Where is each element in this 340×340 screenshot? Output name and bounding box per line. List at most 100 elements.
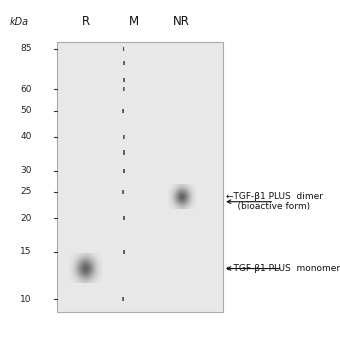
Bar — [123, 78, 125, 82]
Bar — [122, 109, 123, 113]
Bar — [122, 109, 124, 113]
Bar — [123, 61, 124, 65]
Bar — [122, 297, 123, 301]
Bar — [122, 109, 124, 113]
Bar — [123, 190, 124, 194]
Bar — [124, 250, 125, 254]
Bar — [124, 169, 125, 173]
Bar — [124, 151, 125, 155]
Bar — [123, 87, 124, 91]
Bar — [123, 250, 124, 254]
Bar — [122, 297, 124, 301]
Bar — [122, 47, 124, 51]
Bar — [123, 87, 124, 91]
Bar — [124, 169, 125, 173]
Bar — [123, 216, 124, 220]
Bar — [123, 87, 124, 91]
Bar — [124, 78, 125, 82]
Bar — [124, 250, 125, 254]
Bar — [123, 190, 124, 194]
Bar — [123, 250, 125, 254]
Bar — [123, 135, 124, 139]
Bar — [122, 297, 124, 301]
Bar — [123, 87, 124, 91]
Bar — [122, 190, 123, 194]
Bar — [123, 169, 124, 173]
Bar — [123, 297, 124, 301]
Bar — [123, 250, 124, 254]
Bar — [124, 216, 125, 220]
Bar — [124, 61, 125, 65]
Bar — [123, 190, 124, 194]
Bar — [124, 78, 125, 82]
Bar — [124, 250, 125, 254]
Bar — [124, 151, 125, 155]
Bar — [123, 135, 124, 139]
Bar — [123, 109, 124, 113]
Bar — [123, 78, 124, 82]
Bar — [124, 151, 125, 155]
Bar — [123, 47, 124, 51]
Bar — [124, 216, 125, 220]
Bar — [124, 151, 125, 155]
Bar — [123, 151, 124, 155]
Bar — [123, 297, 124, 301]
Bar — [123, 151, 124, 155]
Bar — [122, 190, 123, 194]
Bar — [124, 151, 125, 155]
Bar — [122, 47, 123, 51]
Bar — [123, 135, 124, 139]
Bar — [123, 151, 124, 155]
Bar — [124, 78, 125, 82]
Bar — [123, 297, 124, 301]
Bar — [123, 250, 124, 254]
Bar — [124, 169, 125, 173]
Bar — [123, 250, 124, 254]
Bar — [124, 216, 125, 220]
Bar — [123, 109, 124, 113]
Bar — [123, 47, 124, 51]
Text: kDa: kDa — [10, 17, 29, 27]
Bar — [123, 87, 125, 91]
Bar — [123, 190, 124, 194]
Bar — [124, 78, 125, 82]
Bar — [123, 169, 124, 173]
Bar — [123, 135, 124, 139]
Bar — [124, 78, 125, 82]
Bar — [123, 78, 124, 82]
Bar — [123, 61, 124, 65]
Bar — [123, 87, 124, 91]
Bar — [122, 297, 123, 301]
Bar — [123, 190, 124, 194]
Bar — [123, 47, 124, 51]
Bar — [123, 297, 124, 301]
Bar — [123, 169, 124, 173]
Text: 40: 40 — [20, 132, 32, 141]
Bar — [123, 297, 124, 301]
Bar — [123, 47, 124, 51]
Bar — [123, 190, 124, 194]
Bar — [123, 87, 124, 91]
Bar — [124, 135, 125, 139]
Bar — [123, 216, 124, 220]
Text: 60: 60 — [20, 85, 32, 94]
Bar — [122, 190, 123, 194]
Bar — [123, 216, 124, 220]
Bar — [123, 297, 124, 301]
Bar — [123, 135, 124, 139]
Bar — [123, 297, 124, 301]
Bar — [122, 190, 124, 194]
Bar — [123, 135, 124, 139]
Bar — [123, 109, 124, 113]
Bar — [122, 190, 123, 194]
Bar — [123, 297, 124, 301]
Bar — [123, 151, 124, 155]
Bar — [123, 190, 124, 194]
Bar — [124, 61, 125, 65]
Text: NR: NR — [173, 15, 190, 28]
Bar — [122, 190, 124, 194]
Bar — [123, 78, 124, 82]
Bar — [124, 216, 125, 220]
Bar — [123, 78, 124, 82]
Bar — [123, 216, 124, 220]
